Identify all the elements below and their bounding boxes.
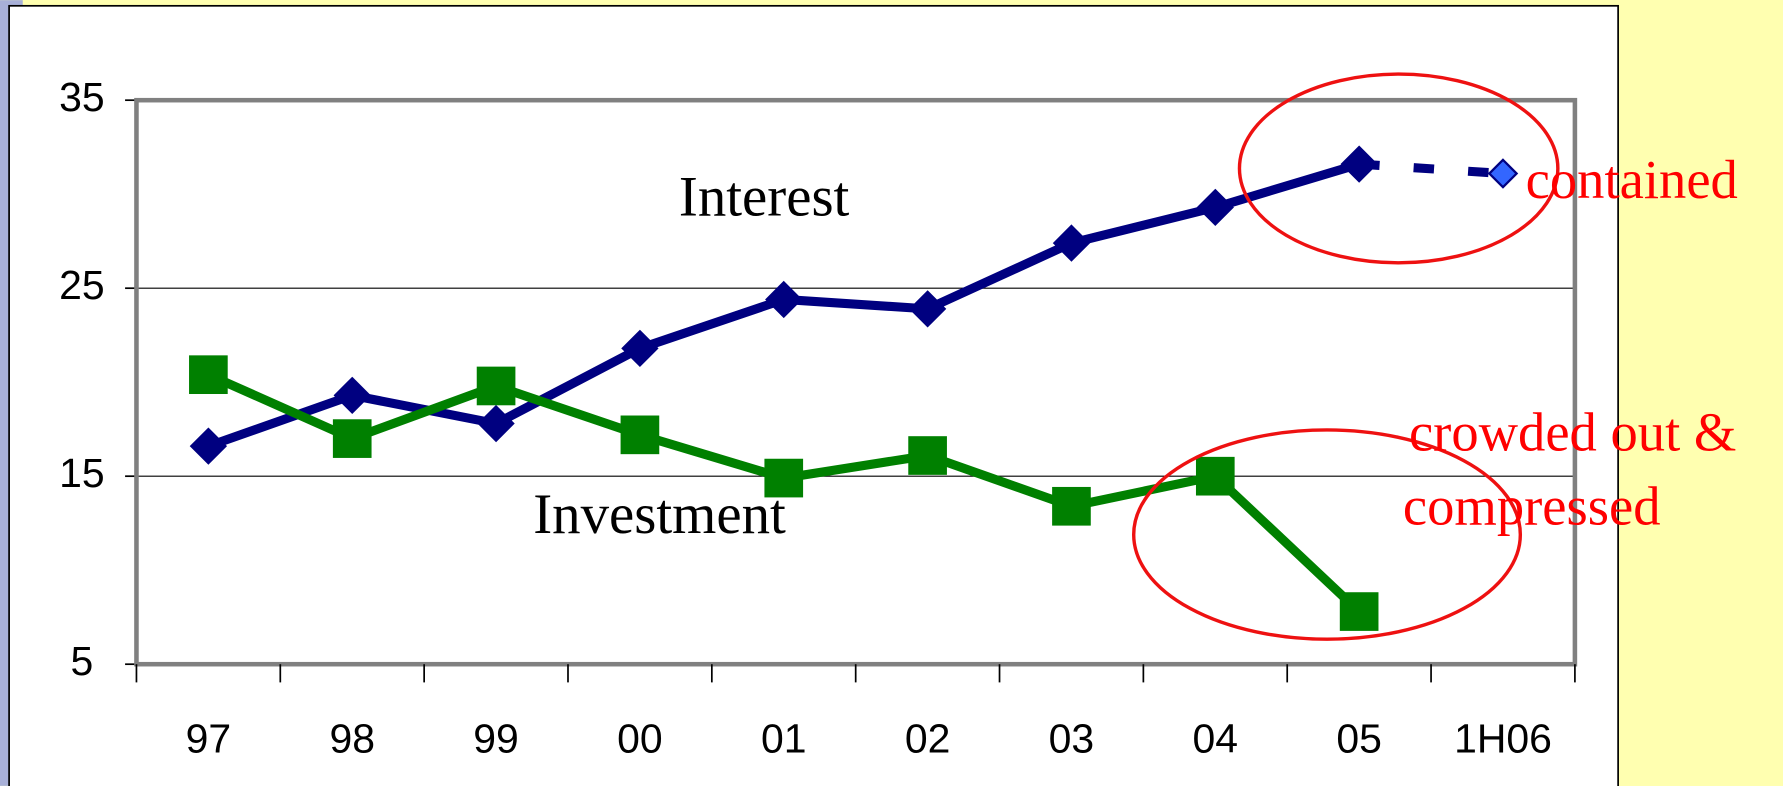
marker (332, 419, 372, 458)
marker (764, 458, 804, 498)
marker (765, 280, 803, 319)
marker (476, 366, 516, 406)
x-tick-label: 98 (329, 715, 375, 761)
marker (189, 355, 228, 395)
series-label: Interest (679, 166, 850, 229)
marker (908, 436, 947, 475)
x-tick-label: 05 (1336, 715, 1382, 761)
y-tick-label: 5 (70, 638, 93, 684)
x-tick-label: 01 (761, 715, 807, 761)
y-tick-label: 15 (59, 450, 105, 496)
highlight-ellipse (1237, 72, 1560, 265)
marker (189, 427, 228, 465)
annotation: crowded out & (1409, 401, 1736, 462)
annotation: contained (1526, 149, 1738, 210)
x-tick-label: 97 (186, 715, 232, 761)
y-tick-label: 25 (59, 262, 105, 308)
series-label: Investment (533, 483, 786, 546)
y-tick-label: 35 (59, 74, 105, 120)
chart-area (8, 4, 1619, 786)
marker (620, 415, 660, 455)
marker (1339, 592, 1379, 631)
marker (1487, 158, 1519, 189)
x-tick-label: 03 (1049, 715, 1095, 761)
x-tick-label: 02 (905, 715, 951, 761)
x-tick-label: 00 (617, 715, 663, 761)
plot: 5 15 25 35 97 98 99 00 01 02 03 04 05 1H06 (59, 74, 1578, 761)
marker (333, 376, 371, 415)
annotation: compressed (1403, 475, 1661, 536)
x-tick-label: 99 (473, 715, 519, 761)
marker (1052, 224, 1091, 262)
marker (1340, 145, 1378, 183)
marker (1196, 188, 1234, 227)
x-tick-label: 04 (1193, 715, 1239, 761)
x-tick-label: 1H06 (1454, 715, 1552, 761)
marker (621, 329, 659, 368)
marker (1052, 486, 1091, 526)
series-line-dashed (1358, 159, 1504, 179)
highlight-ellipse (1132, 428, 1523, 641)
marker (908, 290, 947, 328)
marker (1195, 456, 1235, 496)
marker (477, 404, 515, 443)
